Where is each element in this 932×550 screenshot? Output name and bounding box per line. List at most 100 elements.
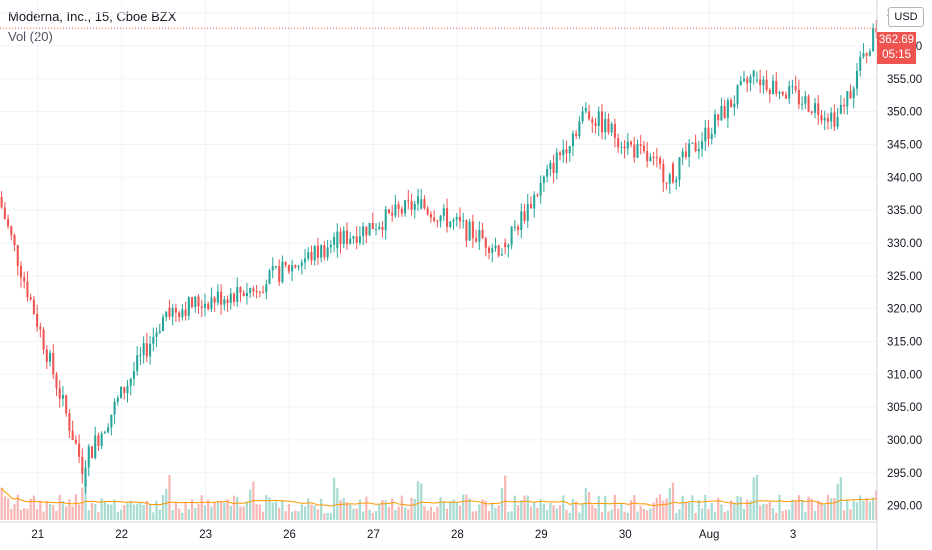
candle-body bbox=[333, 236, 336, 245]
candle-body bbox=[268, 270, 271, 285]
candle-body bbox=[58, 388, 61, 399]
volume-bar bbox=[313, 505, 316, 520]
volume-bar bbox=[655, 497, 658, 520]
volume-bar bbox=[759, 505, 762, 520]
candle-body bbox=[713, 114, 716, 134]
candle-body bbox=[316, 245, 319, 258]
volume-bar bbox=[842, 510, 846, 520]
volume-bar bbox=[539, 499, 542, 520]
volume-bar bbox=[720, 504, 723, 520]
volume-bar bbox=[326, 512, 329, 520]
volume-bar bbox=[223, 502, 226, 520]
volume-bar bbox=[103, 501, 107, 520]
candle-body bbox=[13, 235, 16, 246]
volume-bar bbox=[620, 503, 623, 520]
volume-bar bbox=[652, 502, 655, 520]
volume-bar bbox=[68, 499, 71, 520]
volume-bar bbox=[445, 508, 449, 520]
volume-bar bbox=[549, 503, 552, 520]
candle-body bbox=[339, 231, 342, 245]
candle-body bbox=[165, 311, 168, 318]
volume-bar bbox=[320, 498, 323, 520]
candle-body bbox=[329, 244, 332, 248]
candle-body bbox=[265, 284, 268, 293]
candle-body bbox=[313, 245, 316, 261]
volume-bar bbox=[597, 495, 600, 520]
volume-bar bbox=[342, 498, 345, 520]
candle-body bbox=[300, 262, 303, 266]
volume-bar bbox=[545, 509, 549, 520]
volume-bar bbox=[116, 511, 119, 520]
volume-bar bbox=[142, 504, 145, 520]
volume-bar bbox=[261, 511, 265, 520]
candle-body bbox=[436, 220, 439, 222]
volume-bar bbox=[23, 507, 26, 520]
volume-bar bbox=[746, 499, 749, 520]
volume-bar bbox=[265, 494, 268, 520]
candle-body bbox=[839, 104, 842, 114]
volume-bar bbox=[442, 501, 445, 520]
volume-bar bbox=[587, 491, 591, 520]
time-tick-label: 26 bbox=[283, 529, 296, 541]
candle-body bbox=[239, 287, 242, 293]
candle-body bbox=[55, 374, 58, 389]
candle-body bbox=[342, 230, 345, 245]
volume-bar bbox=[729, 500, 733, 520]
candle-body bbox=[768, 89, 771, 95]
candle-body bbox=[100, 433, 103, 446]
volume-bar bbox=[849, 509, 852, 520]
volume-bar bbox=[400, 495, 403, 520]
volume-bar bbox=[662, 500, 665, 520]
volume-bar bbox=[733, 502, 736, 520]
candle-body bbox=[626, 141, 629, 149]
volume-bar bbox=[558, 505, 562, 520]
volume-bar bbox=[675, 512, 678, 520]
candle-body bbox=[846, 91, 849, 107]
price-tick-label: 330.00 bbox=[887, 238, 922, 250]
candle-body bbox=[433, 217, 436, 221]
volume-bar bbox=[865, 497, 868, 520]
volume-bar bbox=[210, 506, 213, 520]
volume-bar bbox=[258, 504, 261, 520]
volume-bar bbox=[310, 504, 313, 520]
candle-body bbox=[7, 218, 10, 227]
volume-bar bbox=[97, 512, 100, 520]
volume-bar bbox=[300, 504, 303, 520]
volume-bar bbox=[374, 511, 378, 520]
currency-button[interactable]: USD bbox=[888, 7, 924, 27]
candle-body bbox=[600, 111, 604, 133]
time-tick-label: 3 bbox=[790, 529, 796, 541]
volume-bar bbox=[723, 512, 726, 520]
volume-bar bbox=[132, 504, 136, 520]
candle-body bbox=[558, 152, 562, 156]
volume-bar bbox=[19, 509, 23, 520]
volume-bar bbox=[804, 511, 807, 520]
volume-bar bbox=[526, 495, 529, 520]
volume-bar bbox=[591, 504, 594, 520]
volume-bar bbox=[646, 510, 649, 520]
candle-body bbox=[271, 266, 274, 271]
candle-body bbox=[362, 226, 365, 237]
candle-body bbox=[423, 199, 426, 209]
price-tick-label: 350.00 bbox=[887, 107, 922, 119]
price-tick-label: 355.00 bbox=[887, 74, 922, 86]
volume-bar bbox=[107, 504, 110, 520]
volume-bar bbox=[178, 508, 181, 520]
candle-body bbox=[65, 395, 68, 414]
volume-bar bbox=[81, 487, 84, 520]
price-tick-label: 310.00 bbox=[887, 369, 922, 381]
volume-bar bbox=[555, 508, 558, 520]
volume-indicator-label[interactable]: Vol (20) bbox=[8, 29, 53, 44]
candle-body bbox=[868, 51, 871, 56]
volume-bar bbox=[148, 503, 152, 520]
candle-body bbox=[191, 297, 194, 308]
volume-bar bbox=[742, 508, 746, 520]
volume-bar bbox=[355, 508, 358, 520]
time-tick-label: 28 bbox=[451, 529, 464, 541]
candle-body bbox=[688, 143, 691, 157]
candle-body bbox=[575, 133, 578, 137]
candle-body bbox=[139, 355, 142, 357]
candle-body bbox=[387, 209, 390, 213]
volume-bar bbox=[194, 508, 197, 520]
